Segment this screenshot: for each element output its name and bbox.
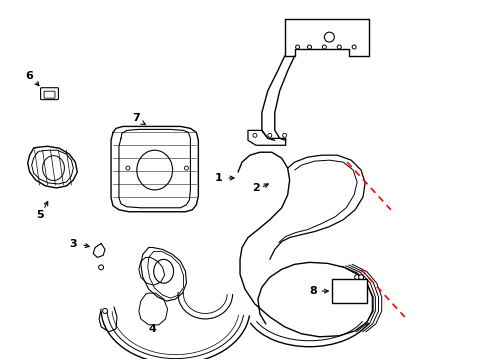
Circle shape bbox=[351, 45, 355, 49]
Circle shape bbox=[282, 133, 286, 137]
Circle shape bbox=[99, 265, 103, 270]
Text: 5: 5 bbox=[36, 210, 43, 220]
Text: 6: 6 bbox=[26, 71, 34, 81]
Circle shape bbox=[102, 309, 107, 314]
Polygon shape bbox=[141, 247, 186, 301]
Circle shape bbox=[356, 287, 361, 292]
Text: 2: 2 bbox=[251, 183, 259, 193]
Text: 3: 3 bbox=[69, 239, 77, 249]
Circle shape bbox=[324, 32, 334, 42]
Circle shape bbox=[358, 275, 363, 280]
Text: 1: 1 bbox=[214, 173, 222, 183]
Circle shape bbox=[184, 166, 188, 170]
Circle shape bbox=[354, 275, 359, 280]
Circle shape bbox=[337, 45, 341, 49]
Circle shape bbox=[252, 133, 256, 137]
Text: 8: 8 bbox=[309, 286, 317, 296]
Circle shape bbox=[307, 45, 311, 49]
Bar bbox=[332, 279, 366, 303]
Polygon shape bbox=[247, 130, 285, 145]
Text: 7: 7 bbox=[132, 113, 140, 123]
FancyBboxPatch shape bbox=[41, 88, 59, 100]
Circle shape bbox=[126, 166, 130, 170]
Polygon shape bbox=[93, 243, 105, 257]
Polygon shape bbox=[139, 293, 167, 325]
Polygon shape bbox=[28, 146, 77, 188]
Polygon shape bbox=[284, 19, 368, 56]
Circle shape bbox=[267, 133, 271, 137]
FancyBboxPatch shape bbox=[44, 91, 55, 98]
Polygon shape bbox=[111, 126, 198, 212]
Circle shape bbox=[322, 45, 325, 49]
Circle shape bbox=[295, 45, 299, 49]
Text: 4: 4 bbox=[148, 324, 156, 334]
